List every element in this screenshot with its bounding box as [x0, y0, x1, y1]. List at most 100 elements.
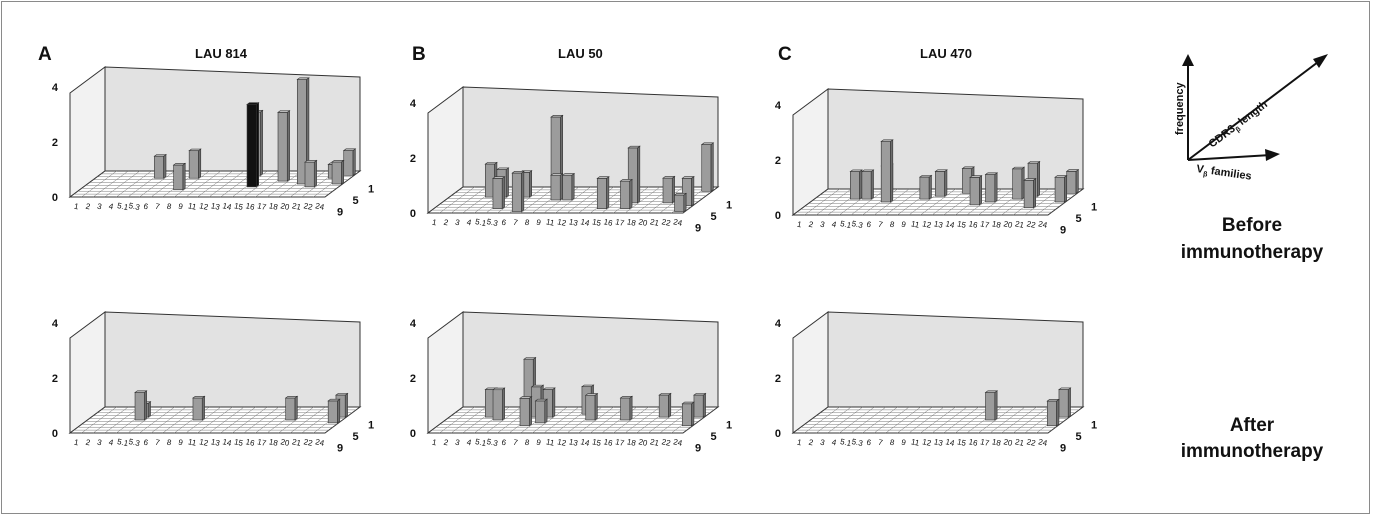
- bar: [511, 170, 525, 213]
- grid-line: [451, 406, 487, 434]
- bar-top: [861, 169, 875, 172]
- x-tick-label: 12: [199, 437, 210, 448]
- x-tick-label: 8: [524, 218, 531, 228]
- bar-side: [505, 167, 509, 198]
- y-tick-label: 0: [52, 428, 58, 440]
- x-tick-label: 7: [512, 218, 519, 228]
- row-label-after-line1: After: [1230, 415, 1275, 436]
- bar-side: [702, 392, 706, 418]
- bar-front: [173, 164, 184, 191]
- bar: [342, 148, 357, 176]
- bar-top: [188, 148, 202, 152]
- bar: [984, 172, 999, 203]
- x-tick-label: 24: [672, 217, 683, 228]
- x-tick-label: 4: [466, 438, 473, 448]
- legend-cdr3-arrow: [1187, 58, 1323, 161]
- bar-top: [304, 160, 318, 163]
- y-tick-label: 0: [410, 208, 416, 220]
- x-tick-label: 13: [210, 437, 221, 448]
- x-tick-label: 17: [614, 437, 625, 448]
- bar-front: [861, 171, 872, 200]
- x-tick-label: 8: [166, 438, 173, 448]
- bar-side: [182, 162, 186, 191]
- grid-line: [978, 188, 1014, 216]
- x-tick-label: 11: [187, 201, 198, 212]
- bar-front: [1046, 400, 1057, 427]
- grid-line: [150, 406, 187, 434]
- back-wall: [104, 66, 361, 172]
- grid-line: [162, 406, 198, 434]
- x-tick-label: 11: [187, 437, 198, 448]
- x-tick-label: 1: [796, 220, 803, 230]
- grid-line: [81, 406, 117, 434]
- grid-line: [197, 406, 233, 434]
- bar-side: [1067, 387, 1071, 418]
- bar-top: [246, 102, 260, 105]
- x-tick-label: 5.3: [128, 201, 141, 212]
- x-tick-label: 17: [614, 217, 625, 228]
- bar-top: [662, 176, 676, 179]
- x-tick-label: 6: [143, 438, 150, 448]
- y-tick-label: 2: [52, 373, 58, 385]
- legend-cdr3-sub: β: [1235, 125, 1243, 134]
- grid-line: [624, 186, 661, 214]
- bar-front: [1058, 389, 1069, 418]
- bar: [627, 145, 641, 204]
- x-tick-label: 16: [968, 437, 979, 448]
- bar-top: [331, 159, 345, 163]
- bar-top: [492, 387, 506, 391]
- bar-top: [673, 193, 688, 196]
- depth-tick-label: 5: [711, 431, 717, 443]
- bar-side: [944, 169, 948, 197]
- grid-line: [624, 406, 661, 434]
- bar: [619, 395, 634, 421]
- bar-front: [658, 394, 669, 418]
- grid-line: [197, 170, 233, 198]
- grid-line: [931, 188, 968, 216]
- bar-side: [544, 398, 548, 424]
- grid-line: [185, 170, 222, 198]
- bar-front: [343, 150, 354, 176]
- y-tick-label: 4: [775, 100, 782, 112]
- x-tick-label: 13: [568, 217, 579, 228]
- bar-top: [284, 395, 299, 399]
- bar-front: [596, 178, 607, 209]
- grid-line: [208, 170, 245, 198]
- grid-line: [290, 406, 326, 434]
- x-tick-label: 16: [603, 437, 614, 448]
- bar-front: [285, 397, 296, 421]
- bar: [584, 392, 599, 421]
- bar-side: [710, 142, 714, 192]
- bar: [550, 172, 564, 201]
- bar-side: [1075, 169, 1079, 194]
- y-tick-label: 2: [52, 137, 58, 149]
- bar-side: [928, 174, 932, 200]
- grid-line: [266, 170, 303, 198]
- x-tick-label: 17: [256, 201, 267, 212]
- x-tick-label: 15: [591, 217, 602, 228]
- bar-side: [571, 172, 575, 201]
- grid-line: [116, 170, 152, 198]
- bar-top: [619, 395, 634, 399]
- bar: [662, 175, 676, 204]
- bar: [1065, 169, 1080, 194]
- x-tick-label: 20: [1003, 437, 1014, 448]
- x-tick-label: 7: [154, 202, 161, 212]
- bar: [681, 175, 695, 207]
- x-tick-label: 20: [280, 201, 291, 212]
- bar: [550, 114, 564, 192]
- grid-line: [1013, 406, 1049, 434]
- y-tick-label: 0: [775, 210, 781, 222]
- bar: [284, 395, 299, 421]
- x-tick-label: 15: [591, 437, 602, 448]
- grid-line: [278, 406, 314, 434]
- x-tick-label: 16: [245, 437, 256, 448]
- grid-line: [520, 186, 556, 214]
- x-tick-label: 6: [501, 438, 508, 448]
- grid-line: [555, 186, 591, 214]
- x-tick-label: 12: [557, 437, 568, 448]
- grid-line: [566, 186, 603, 214]
